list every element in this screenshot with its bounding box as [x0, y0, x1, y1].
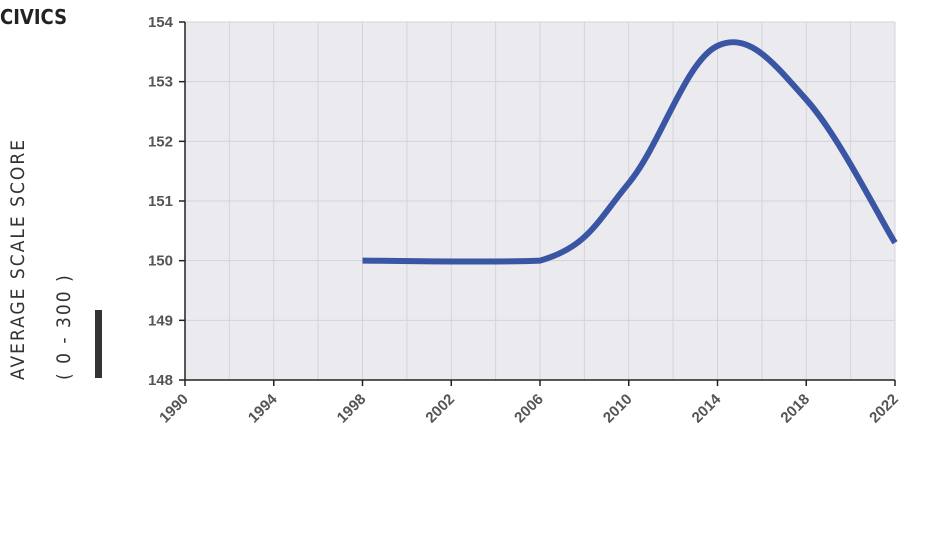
y-axis-label: AVERAGE SCALE SCORE	[7, 138, 29, 380]
x-tick-label: 2010	[600, 391, 636, 427]
x-tick-label: 2018	[777, 391, 813, 427]
series-layer	[362, 39, 898, 265]
series-line	[362, 39, 898, 265]
x-tick-labels: 1990 1994 1998 2002 2006 2010 2014 2018 2022	[156, 380, 902, 426]
y-tick-label: 151	[148, 193, 173, 210]
y-axis-range-note: ( 0 - 300 )	[53, 273, 75, 380]
x-tick-label: 1990	[156, 391, 192, 427]
y-tick-label: 152	[148, 133, 173, 150]
y-tick-label: 153	[148, 74, 173, 91]
x-tick-label: 2014	[689, 390, 725, 426]
y-tick-labels: 148 149 150 151 152 153 154	[148, 14, 185, 389]
y-tick-label: 150	[148, 253, 173, 270]
chart-title: CIVICS	[0, 5, 67, 29]
x-tick-label: 1998	[334, 391, 370, 427]
y-tick-label: 148	[148, 372, 173, 389]
x-tick-label: 2022	[866, 391, 902, 427]
x-tick-label: 2006	[511, 391, 547, 427]
y-axis-marker-bar	[95, 310, 102, 378]
y-tick-label: 154	[148, 14, 174, 31]
x-tick-label: 1994	[245, 390, 281, 426]
y-axis-title: AVERAGE SCALE SCORE ( 0 - 300 )	[7, 138, 102, 380]
x-tick-label: 2002	[422, 391, 458, 427]
axes	[184, 22, 895, 381]
grid-lines	[184, 21, 896, 381]
y-tick-label: 149	[148, 312, 173, 329]
